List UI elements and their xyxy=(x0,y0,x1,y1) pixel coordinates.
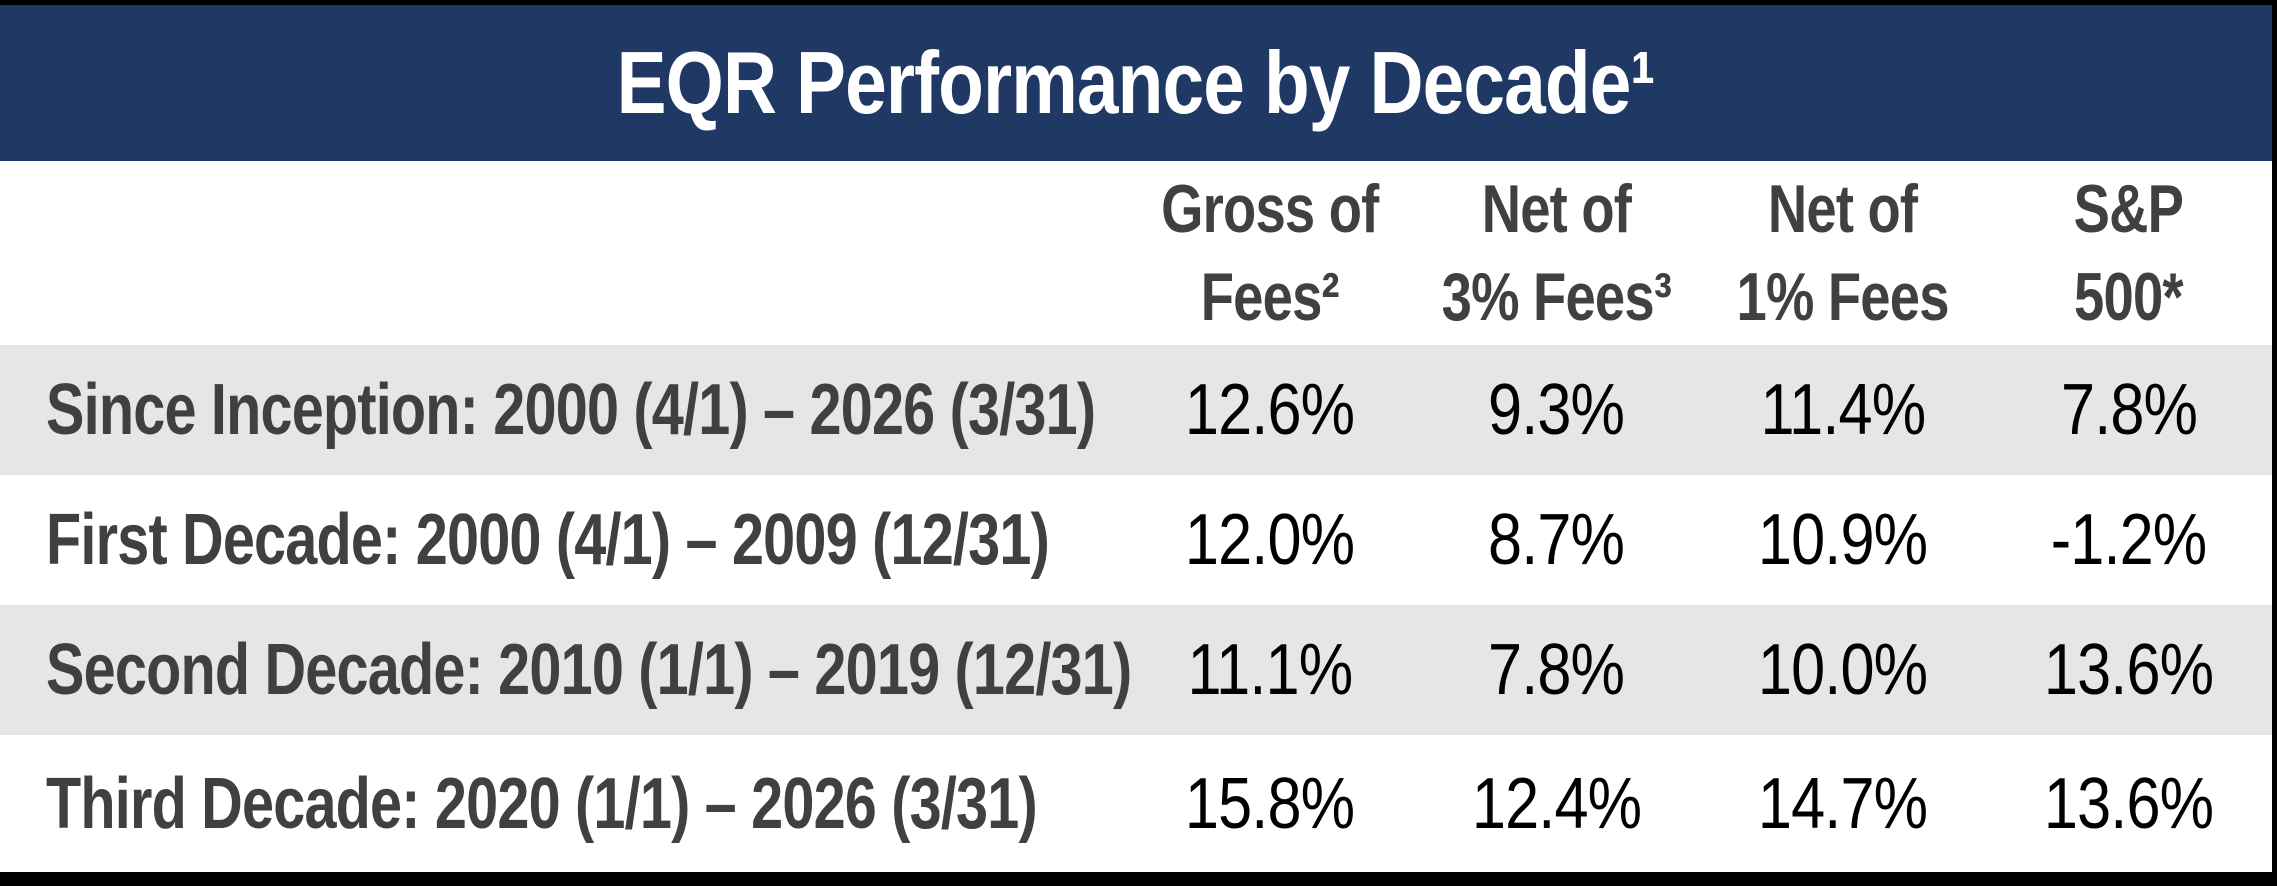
column-header-line: 1% Fees xyxy=(1736,259,1950,335)
column-header-line: 3% Fees³ xyxy=(1441,259,1672,335)
column-header-text: Gross of Fees² xyxy=(1161,165,1379,342)
cell-value: 11.4% xyxy=(1760,370,1926,450)
row-label: Second Decade: 2010 (1/1) – 2019 (12/31) xyxy=(46,630,1132,710)
cell-sp500: 13.6% xyxy=(1986,629,2272,711)
row-label: Since Inception: 2000 (4/1) – 2026 (3/31… xyxy=(46,370,1096,450)
cell-sp500: 13.6% xyxy=(1986,763,2272,845)
column-header-gross-of-fees: Gross of Fees² xyxy=(1127,165,1413,342)
cell-gross-of-fees: 11.1% xyxy=(1127,629,1413,711)
column-header-text: Net of 1% Fees xyxy=(1736,165,1950,342)
column-header-net-1pct-fees: Net of 1% Fees xyxy=(1699,165,1985,342)
cell-value: 10.9% xyxy=(1757,500,1928,580)
table-row-third-decade: Third Decade: 2020 (1/1) – 2026 (3/31) 1… xyxy=(0,735,2272,872)
row-label: First Decade: 2000 (4/1) – 2009 (12/31) xyxy=(46,500,1050,580)
cell-value: 8.7% xyxy=(1488,500,1625,580)
cell-value: 7.8% xyxy=(1488,630,1625,710)
column-header-text: Net of 3% Fees³ xyxy=(1441,165,1672,342)
cell-value: 13.6% xyxy=(2044,630,2214,710)
cell-net-3pct-fees: 8.7% xyxy=(1413,499,1699,581)
row-label-cell: Second Decade: 2010 (1/1) – 2019 (12/31) xyxy=(0,629,1132,711)
table-title-bar: EQR Performance by Decade¹ xyxy=(0,5,2272,161)
cell-value: 10.0% xyxy=(1757,630,1928,710)
cell-value: -1.2% xyxy=(2051,500,2207,580)
cell-value: 9.3% xyxy=(1488,370,1625,450)
cell-value: 12.4% xyxy=(1471,763,1642,844)
column-header-line: Gross of xyxy=(1161,170,1379,247)
column-header-line: S&P xyxy=(2074,170,2184,247)
column-header-line: Fees² xyxy=(1200,259,1340,335)
cell-net-1pct-fees: 11.4% xyxy=(1699,369,1985,451)
cell-net-1pct-fees: 10.0% xyxy=(1699,629,1985,711)
table-row-since-inception: Since Inception: 2000 (4/1) – 2026 (3/31… xyxy=(0,345,2272,475)
cell-value: 15.8% xyxy=(1185,763,1355,844)
row-label-cell: Since Inception: 2000 (4/1) – 2026 (3/31… xyxy=(0,369,1127,451)
cell-net-1pct-fees: 10.9% xyxy=(1699,499,1985,581)
column-header-line: Net of xyxy=(1481,170,1632,247)
cell-value: 13.6% xyxy=(2044,763,2214,844)
column-header-text: S&P 500* xyxy=(2074,165,2184,342)
cell-gross-of-fees: 15.8% xyxy=(1127,763,1413,845)
cell-sp500: 7.8% xyxy=(1986,369,2272,451)
cell-value: 11.1% xyxy=(1187,630,1354,710)
table-row-second-decade: Second Decade: 2010 (1/1) – 2019 (12/31)… xyxy=(0,605,2272,735)
cell-net-3pct-fees: 12.4% xyxy=(1413,763,1699,845)
table-row-first-decade: First Decade: 2000 (4/1) – 2009 (12/31) … xyxy=(0,475,2272,605)
cell-sp500: -1.2% xyxy=(1986,499,2272,581)
cell-value: 12.0% xyxy=(1185,500,1355,580)
cell-net-3pct-fees: 9.3% xyxy=(1413,369,1699,451)
column-header-row: Gross of Fees² Net of 3% Fees³ Net of 1% Fe… xyxy=(0,161,2272,345)
cell-net-1pct-fees: 14.7% xyxy=(1699,763,1985,845)
row-label-cell: Third Decade: 2020 (1/1) – 2026 (3/31) xyxy=(0,763,1127,845)
row-label: Third Decade: 2020 (1/1) – 2026 (3/31) xyxy=(46,763,1038,844)
column-header-line: Net of xyxy=(1767,170,1918,247)
row-label-cell: First Decade: 2000 (4/1) – 2009 (12/31) xyxy=(0,499,1127,581)
cell-gross-of-fees: 12.6% xyxy=(1127,369,1413,451)
cell-value: 7.8% xyxy=(2060,370,2198,450)
cell-value: 14.7% xyxy=(1757,763,1928,844)
column-header-line: 500* xyxy=(2074,259,2184,335)
column-header-net-3pct-fees: Net of 3% Fees³ xyxy=(1413,165,1699,342)
cell-gross-of-fees: 12.0% xyxy=(1127,499,1413,581)
table-title: EQR Performance by Decade¹ xyxy=(617,33,1656,132)
column-header-sp500: S&P 500* xyxy=(1986,165,2272,342)
cell-value: 12.6% xyxy=(1185,370,1355,450)
cell-net-3pct-fees: 7.8% xyxy=(1413,629,1699,711)
